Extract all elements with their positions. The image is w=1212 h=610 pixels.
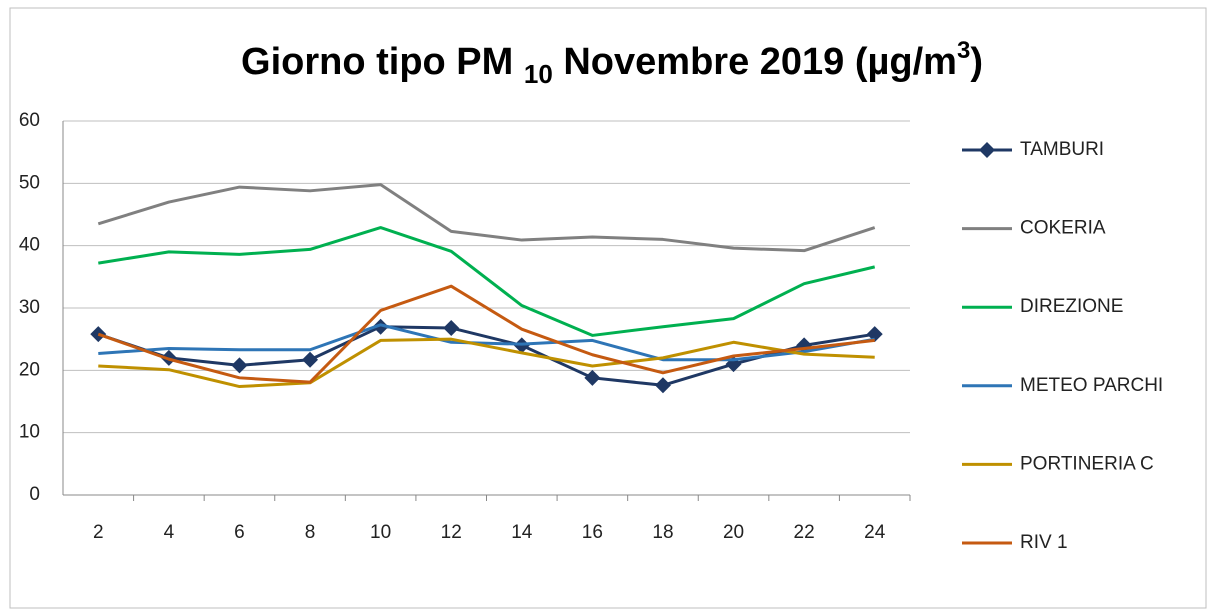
x-tick-label: 16 xyxy=(582,522,603,543)
y-tick-label: 50 xyxy=(19,172,40,193)
title-main: Giorno tipo PM xyxy=(241,41,513,83)
x-tick-label: 6 xyxy=(234,522,245,543)
point-marker xyxy=(443,319,460,336)
series-line xyxy=(98,323,875,362)
title-end: ) xyxy=(970,41,983,83)
y-tick-label: 0 xyxy=(29,484,40,505)
legend-marker xyxy=(979,142,995,158)
x-tick-label: 14 xyxy=(511,522,533,543)
title-sup: 3 xyxy=(957,37,970,64)
legend-label: TAMBURI xyxy=(1020,139,1104,160)
x-tick-label: 20 xyxy=(723,522,744,543)
x-tick-label: 4 xyxy=(164,522,175,543)
point-marker xyxy=(302,351,319,368)
point-marker xyxy=(372,318,389,335)
series-line xyxy=(97,284,875,384)
x-tick-label: 12 xyxy=(441,522,462,543)
point-marker xyxy=(654,377,671,394)
series-line xyxy=(97,325,875,387)
series-line xyxy=(97,183,876,253)
point-marker xyxy=(231,357,248,374)
legend-label: METEO PARCHI xyxy=(1020,375,1163,396)
point-marker xyxy=(866,326,883,343)
y-tick-label: 10 xyxy=(19,422,40,443)
y-tick-label: 60 xyxy=(19,110,40,131)
series-line xyxy=(98,337,875,389)
x-tick-label: 10 xyxy=(370,522,391,543)
x-tick-label: 22 xyxy=(794,522,815,543)
series-line xyxy=(98,226,876,337)
legend-label: RIV 1 xyxy=(1020,532,1068,553)
point-marker xyxy=(584,369,601,386)
x-tick-label: 24 xyxy=(864,522,886,543)
x-tick-label: 2 xyxy=(93,522,104,543)
legend-label: PORTINERIA C xyxy=(1020,453,1154,474)
title-sub: 10 xyxy=(524,59,553,89)
y-tick-label: 30 xyxy=(19,297,40,318)
legend-label: DIREZIONE xyxy=(1020,296,1123,317)
y-tick-label: 20 xyxy=(19,359,40,380)
x-tick-label: 8 xyxy=(305,522,316,543)
legend-label: COKERIA xyxy=(1020,218,1106,239)
title-rest: Novembre 2019 (µg/m xyxy=(563,41,957,83)
y-tick-label: 40 xyxy=(19,235,40,256)
x-tick-label: 18 xyxy=(652,522,673,543)
chart-title: Giorno tipo PM 10 Novembre 2019 (µg/m3) xyxy=(241,37,983,95)
